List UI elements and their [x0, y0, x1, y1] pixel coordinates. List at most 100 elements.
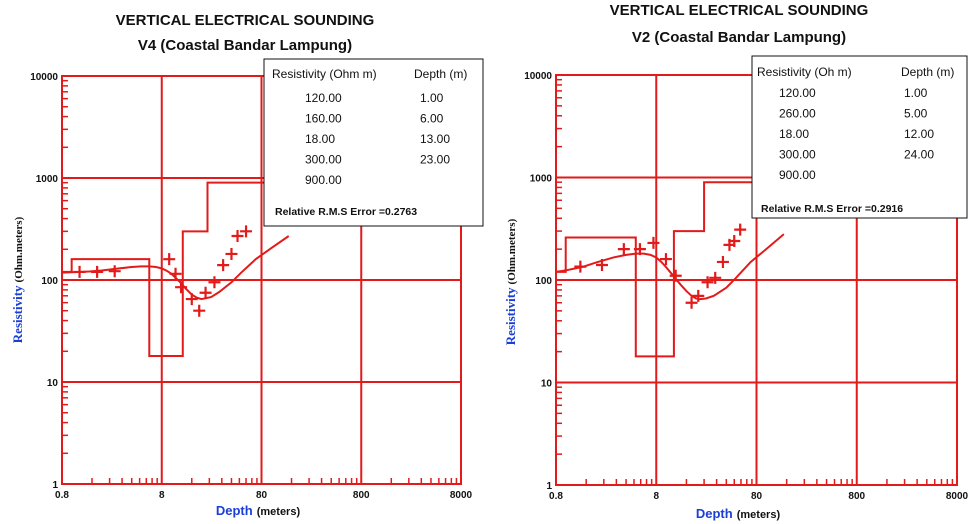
- table-cell-resistivity: 300.00: [779, 148, 816, 162]
- observed-point: [240, 225, 253, 238]
- model-step-line: [556, 181, 752, 358]
- model-layers: [556, 181, 752, 358]
- observed-point: [595, 259, 608, 272]
- table-box: [263, 58, 484, 227]
- model-step-line: [62, 181, 264, 357]
- table-header-depth: Depth (m): [414, 67, 467, 81]
- y-tick-labels: 1 10 100 1000 10000: [30, 72, 58, 491]
- table-header-depth: Depth (m): [901, 65, 954, 79]
- x-axis-label: Depth (meters): [696, 506, 781, 521]
- observed-point: [728, 235, 741, 248]
- table-rows: 120.00 1.00 160.00 6.00 18.00 13.00 300.00 23.0…: [305, 91, 450, 187]
- observed-point: [73, 265, 86, 278]
- table-cell-depth: 23.00: [420, 153, 450, 167]
- x-axis-label: Depth (meters): [216, 503, 301, 518]
- y-axis-label: Resistivity (Ohm.meters): [503, 218, 518, 345]
- y-tick-label: 1000: [36, 174, 59, 185]
- y-tick-labels: 1 10 100 1000 10000: [524, 71, 552, 492]
- observed-point: [647, 236, 660, 249]
- observed-point: [163, 253, 176, 266]
- y-tick-label: 10: [541, 379, 553, 390]
- observed-point: [185, 293, 198, 306]
- observed-point: [231, 230, 244, 243]
- table-header-resistivity: Resistivity (Ohm m): [272, 67, 377, 81]
- x-tick-label: 800: [353, 490, 370, 501]
- minor-ticks: [556, 78, 954, 485]
- observed-point: [91, 265, 104, 278]
- y-tick-label: 1: [546, 481, 552, 492]
- x-tick-label: 8000: [450, 490, 473, 501]
- chart-subtitle: V2 (Coastal Bandar Lampung): [632, 29, 846, 46]
- x-axis-title: Depth: [696, 506, 733, 521]
- svg-text:Resistivity(Ohm.meters): Resistivity (Ohm.meters): [10, 216, 25, 343]
- observed-point: [659, 253, 672, 266]
- rms-error: Relative R.M.S Error =0.2916: [761, 203, 903, 215]
- svg-text:Depth(meters): Depth (meters): [696, 506, 781, 521]
- y-tick-label: 10: [47, 378, 59, 389]
- observed-point: [574, 260, 587, 273]
- table-cell-resistivity: 120.00: [305, 91, 342, 105]
- table-cell-depth: 24.00: [904, 148, 934, 162]
- table-cell-depth: 1.00: [420, 91, 444, 105]
- observed-point: [685, 296, 698, 309]
- table-cell-resistivity: 300.00: [305, 153, 342, 167]
- observed-points: [73, 225, 253, 317]
- x-axis-title: Depth: [216, 503, 253, 518]
- table-rows: 120.00 1.00 260.00 5.00 18.00 12.00 300.00 24.0…: [779, 86, 934, 182]
- observed-point: [199, 286, 212, 299]
- x-axis-unit: (meters): [737, 509, 781, 521]
- y-tick-label: 100: [41, 276, 58, 287]
- x-tick-labels: 0.8 8 80 800 8000: [55, 490, 473, 501]
- table-cell-depth: 5.00: [904, 107, 928, 121]
- observed-point: [169, 267, 182, 280]
- x-tick-label: 0.8: [55, 490, 69, 501]
- y-axis-title: Resistivity: [10, 285, 25, 343]
- table-cell-resistivity: 160.00: [305, 112, 342, 126]
- table-cell-depth: 6.00: [420, 112, 444, 126]
- x-axis-unit: (meters): [257, 506, 301, 518]
- y-tick-label: 1000: [530, 174, 553, 185]
- chart-title: VERTICAL ELECTRICAL SOUNDING: [116, 12, 375, 29]
- svg-text:Resistivity(Ohm.meters): Resistivity (Ohm.meters): [503, 218, 518, 345]
- observed-points: [574, 223, 747, 309]
- observed-point: [709, 271, 722, 284]
- table-cell-resistivity: 260.00: [779, 107, 816, 121]
- observed-point: [734, 223, 747, 236]
- x-tick-label: 8: [159, 490, 165, 501]
- results-table: Resistivity (Oh m) Depth (m) 120.00 1.00 2…: [751, 55, 968, 219]
- table-cell-depth: 13.00: [420, 132, 450, 146]
- rms-error: Relative R.M.S Error =0.2763: [275, 206, 417, 218]
- x-tick-label: 8: [653, 491, 659, 502]
- x-tick-label: 8000: [946, 491, 969, 502]
- y-tick-label: 10000: [524, 71, 552, 82]
- observed-point: [692, 289, 705, 302]
- x-tick-label: 80: [751, 491, 763, 502]
- table-cell-resistivity: 900.00: [779, 168, 816, 182]
- table-box: [751, 55, 968, 219]
- observed-point: [175, 281, 188, 294]
- table-header-resistivity: Resistivity (Oh m): [757, 65, 852, 79]
- y-axis-label: Resistivity (Ohm.meters): [10, 216, 25, 343]
- svg-text:Depth(meters): Depth (meters): [216, 503, 301, 518]
- y-axis-unit: (Ohm.meters): [506, 218, 518, 284]
- observed-point: [701, 276, 714, 289]
- chart-v4: VERTICAL ELECTRICAL SOUNDING V4 (Coastal…: [10, 12, 484, 518]
- table-cell-depth: 1.00: [904, 86, 928, 100]
- observed-point: [217, 259, 230, 272]
- y-axis-unit: (Ohm.meters): [13, 216, 25, 282]
- observed-point: [669, 269, 682, 282]
- observed-point: [225, 247, 238, 260]
- chart-v2: VERTICAL ELECTRICAL SOUNDING V2 (Coastal…: [503, 2, 969, 521]
- chart-subtitle: V4 (Coastal Bandar Lampung): [138, 37, 352, 54]
- observed-point: [208, 276, 221, 289]
- observed-point: [617, 243, 630, 256]
- y-axis-title: Resistivity: [503, 287, 518, 345]
- y-tick-label: 100: [535, 276, 552, 287]
- x-tick-label: 800: [848, 491, 865, 502]
- chart-title: VERTICAL ELECTRICAL SOUNDING: [610, 2, 869, 19]
- table-cell-resistivity: 900.00: [305, 173, 342, 187]
- x-tick-label: 0.8: [549, 491, 563, 502]
- model-layers: [62, 181, 264, 357]
- x-tick-labels: 0.8 8 80 800 8000: [549, 491, 969, 502]
